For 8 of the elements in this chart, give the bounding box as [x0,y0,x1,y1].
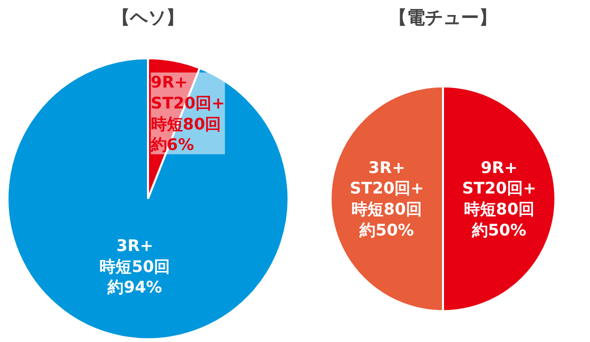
chart-title: 【ヘソ】 [112,8,184,28]
slice-label: 3R+ 時短50回 [100,236,170,276]
data-label: 約50% [471,220,526,240]
data-label: 約50% [358,220,414,240]
slice-label: 9R+ ST20回+ 時短80回 [462,158,536,219]
data-label: 約94% [106,278,162,297]
chart-title: 【電チュー】 [389,8,497,28]
slice-label: 3R+ ST20回+ 時短80回 [350,158,424,219]
